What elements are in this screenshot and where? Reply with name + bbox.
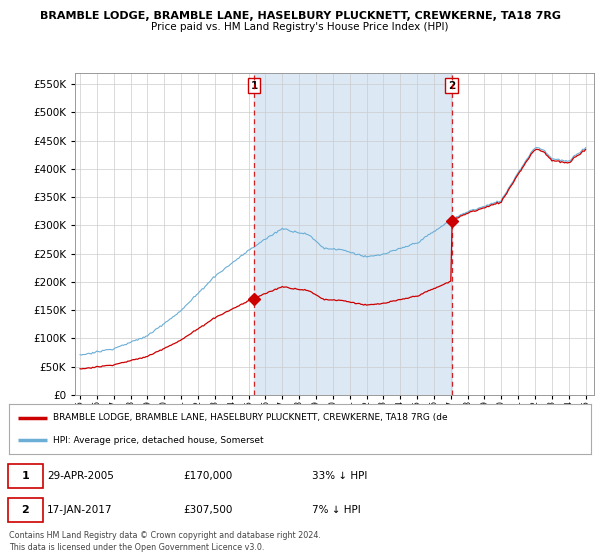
Bar [254,73,452,395]
Text: 33% ↓ HPI: 33% ↓ HPI [311,471,367,481]
FancyBboxPatch shape [8,464,43,488]
Text: 29-APR-2005: 29-APR-2005 [47,471,114,481]
Text: 2: 2 [22,505,29,515]
Text: £307,500: £307,500 [184,505,233,515]
Text: BRAMBLE LODGE, BRAMBLE LANE, HASELBURY PLUCKNETT, CREWKERNE, TA18 7RG: BRAMBLE LODGE, BRAMBLE LANE, HASELBURY P… [40,11,560,21]
Text: 1: 1 [22,471,29,481]
Text: 17-JAN-2017: 17-JAN-2017 [47,505,112,515]
FancyBboxPatch shape [8,497,43,522]
Text: This data is licensed under the Open Government Licence v3.0.: This data is licensed under the Open Gov… [9,543,265,552]
Text: BRAMBLE LODGE, BRAMBLE LANE, HASELBURY PLUCKNETT, CREWKERNE, TA18 7RG (de: BRAMBLE LODGE, BRAMBLE LANE, HASELBURY P… [53,413,447,422]
Text: £170,000: £170,000 [184,471,233,481]
Text: 1: 1 [250,81,257,91]
Text: Price paid vs. HM Land Registry's House Price Index (HPI): Price paid vs. HM Land Registry's House … [151,22,449,32]
Text: Contains HM Land Registry data © Crown copyright and database right 2024.: Contains HM Land Registry data © Crown c… [9,531,321,540]
Text: 2: 2 [448,81,455,91]
Text: 7% ↓ HPI: 7% ↓ HPI [311,505,361,515]
Text: HPI: Average price, detached house, Somerset: HPI: Average price, detached house, Some… [53,436,263,445]
